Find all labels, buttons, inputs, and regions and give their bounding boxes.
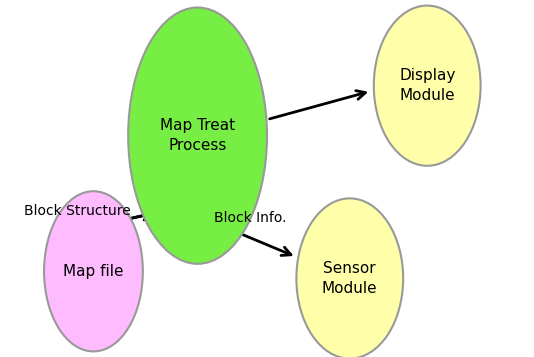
Ellipse shape: [44, 191, 143, 351]
Text: Block Structure: Block Structure: [24, 203, 131, 218]
Text: Block Info.: Block Info.: [214, 211, 286, 225]
Ellipse shape: [296, 198, 403, 357]
Text: Map file: Map file: [63, 264, 124, 279]
Ellipse shape: [374, 6, 481, 166]
Text: Map Treat
Process: Map Treat Process: [160, 118, 235, 153]
Text: Display
Module: Display Module: [399, 68, 456, 103]
Text: Sensor
Module: Sensor Module: [322, 261, 378, 296]
Ellipse shape: [128, 7, 267, 264]
